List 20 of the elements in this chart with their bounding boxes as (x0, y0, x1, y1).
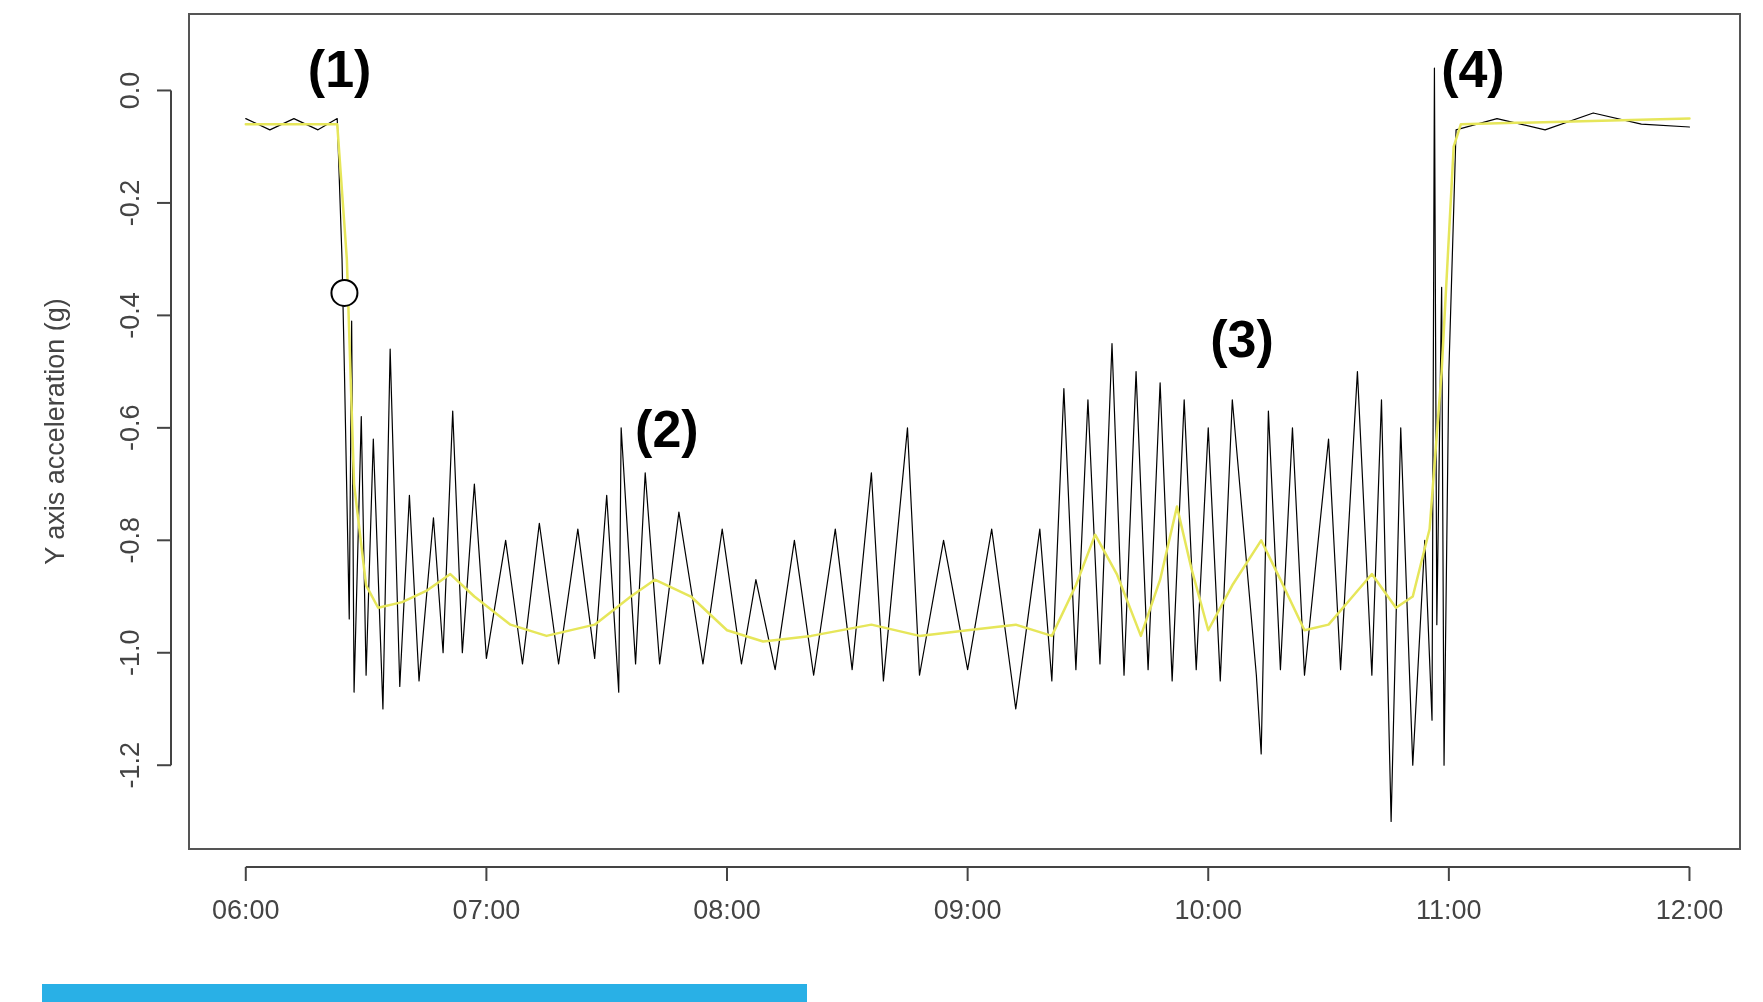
y-tick-label: 0.0 (115, 71, 145, 110)
annotation: (4) (1441, 40, 1505, 99)
y-axis-title: Y axis acceleration (g) (40, 298, 70, 565)
line-series (244, 117, 1691, 643)
x-tick-label: 10:00 (1174, 895, 1243, 925)
y-tick-label: -1.0 (115, 629, 145, 677)
annotation: (2) (635, 400, 699, 459)
x-tick-label: 08:00 (693, 895, 761, 925)
x-tick-label: 11:00 (1416, 895, 1482, 925)
y-tick-label: -0.4 (115, 292, 145, 339)
annotation: (3) (1210, 310, 1274, 369)
x-tick-label: 09:00 (933, 895, 1002, 925)
y-tick-label: -0.8 (115, 517, 145, 564)
annotation: (1) (307, 40, 372, 99)
y-tick-label: -0.2 (115, 179, 145, 227)
x-tick-label: 06:00 (212, 895, 280, 925)
x-tick-label: 12:00 (1655, 895, 1724, 925)
x-tick-label: 07:00 (452, 895, 521, 925)
y-tick-label: -1.2 (115, 741, 145, 789)
y-tick-label: -0.6 (115, 404, 145, 452)
